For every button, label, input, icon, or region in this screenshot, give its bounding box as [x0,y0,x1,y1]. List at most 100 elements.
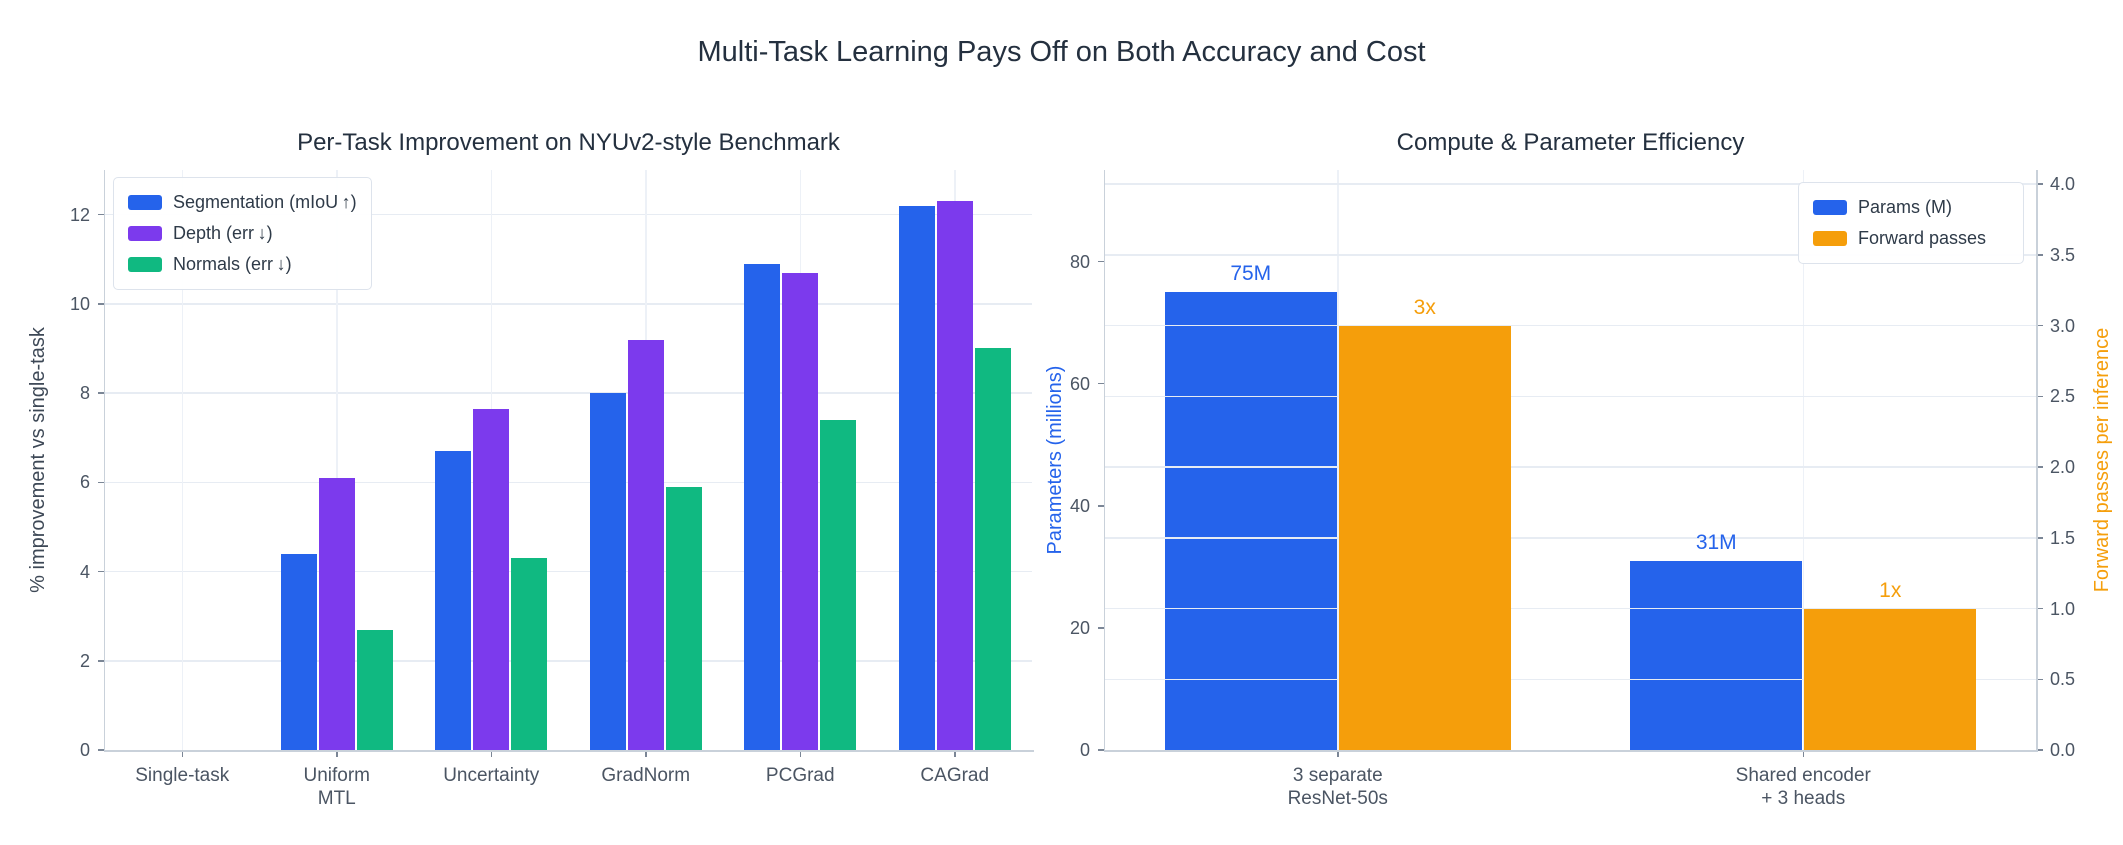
x-tick-label: Uniform MTL [303,765,370,809]
y-tick-mark [98,213,105,216]
bottom-axis-line [103,750,1034,752]
y-tick-label: 1.5 [2050,527,2076,548]
y-tick-mark [2036,537,2043,539]
y-tick-mark [2036,678,2043,681]
bar-params-2[interactable] [1630,560,1803,750]
y-tick-label: 4.0 [2050,174,2076,195]
y-tick-label: 3.5 [2050,244,2076,265]
bar-normals-pcgrad[interactable] [820,419,857,750]
y-tick-mark [2036,607,2043,610]
bar-params-1[interactable] [1164,292,1337,750]
bar-value-label-forward-passes: 1x [1879,578,1902,602]
legend-item-label: Depth (err ↓) [173,223,273,243]
h-gridline [105,481,1032,484]
bar-segmentation-uncertainty[interactable] [435,451,472,750]
legend-swatch [128,226,162,241]
y-tick-label: 12 [69,204,90,225]
bar-depth-uncertainty[interactable] [473,408,510,750]
y-tick-label: 10 [69,293,90,314]
y-tick-mark [98,392,105,394]
bar-segmentation-pcgrad[interactable] [744,263,781,750]
bar-normals-uncertainty[interactable] [511,558,548,750]
x-tick-label: PCGrad [765,765,835,786]
h-gridline [105,213,1032,216]
v-gridline [1337,170,1339,750]
right-chart-legend: Params (M) Forward passes [1798,182,2024,264]
legend-item-label: Params (M) [1858,197,1952,217]
h-gridline [1105,537,2036,539]
y-tick-label: 40 [1069,495,1090,516]
y-tick-label: 0.5 [2050,669,2076,690]
legend-item[interactable]: Segmentation (mIoU ↑) [128,187,357,218]
y-tick-label: 8 [79,383,90,404]
x-tick-label: Uncertainty [443,765,540,786]
y-tick-mark [2036,466,2043,468]
x-tick-label: GradNorm [601,765,691,786]
bar-normals-gradnorm[interactable] [665,486,702,750]
x-tick-mark [490,750,492,757]
x-tick-label: Single-task [135,765,230,786]
bar-depth-gradnorm[interactable] [627,339,664,750]
x-tick-mark [1337,750,1339,757]
legend-item[interactable]: Params (M) [1813,192,2009,223]
legend-item-label: Forward passes [1858,228,1987,248]
h-gridline [105,660,1032,662]
h-gridline [105,570,1032,573]
x-tick-mark [645,750,647,757]
legend-item[interactable]: Depth (err ↓) [128,218,357,249]
bar-segmentation-uniform[interactable] [280,553,317,750]
x-tick-mark [181,750,183,757]
left-axis-line [103,170,105,750]
h-gridline [1105,607,2036,610]
bar-normals-uniform[interactable] [356,629,393,750]
y-tick-label: 80 [1069,251,1090,272]
y-tick-mark [1098,749,1105,751]
bar-value-label-forward-passes: 3x [1413,295,1436,319]
y-tick-label: 2.0 [2050,457,2076,478]
y-tick-label: 20 [1069,617,1090,638]
x-tick-label: Shared encoder + 3 heads [1735,765,1871,809]
y-tick-mark [2036,395,2043,398]
legend-item[interactable]: Normals (err ↓) [128,249,357,280]
y-tick-label: 2 [79,650,90,671]
legend-swatch [1813,231,1847,246]
x-tick-mark [954,750,956,757]
x-tick-label: 3 separate ResNet-50s [1287,765,1388,809]
left-chart-title: Per-Task Improvement on NYUv2-style Benc… [297,129,840,156]
legend-swatch [128,257,162,272]
bar-depth-pcgrad[interactable] [782,272,819,750]
bar-segmentation-cagrad[interactable] [898,205,935,750]
y-tick-label: 60 [1069,373,1090,394]
bar-value-label-params: 75M [1230,262,1272,286]
h-gridline [1105,466,2036,468]
v-gridline [336,170,338,750]
h-gridline [1105,324,2036,327]
bar-normals-cagrad[interactable] [974,348,1011,750]
left-axis-line [1103,170,1105,750]
y-tick-mark [1098,505,1105,507]
y-tick-mark [2036,254,2043,256]
bar-value-label-params: 31M [1695,530,1737,554]
bar-depth-cagrad[interactable] [936,201,973,750]
h-gridline [1105,678,2036,681]
figure-title: Multi-Task Learning Pays Off on Both Acc… [697,36,1426,68]
y-tick-mark [1098,260,1105,263]
v-gridline [181,170,183,750]
right-axis-line [2036,170,2038,750]
x-tick-mark [799,750,801,757]
y-tick-mark [98,660,105,662]
y-tick-label: 3.0 [2050,315,2076,336]
bar-segmentation-gradnorm[interactable] [589,393,626,750]
bar-depth-uniform[interactable] [318,477,355,750]
legend-item[interactable]: Forward passes [1813,223,2009,254]
legend-swatch [128,195,162,210]
bar-forward-passes-2[interactable] [1804,608,1977,750]
legend-item-label: Normals (err ↓) [173,254,292,274]
y-tick-label: 0 [79,740,90,760]
right-chart-title: Compute & Parameter Efficiency [1396,129,1745,156]
y-tick-label: 0 [1079,740,1090,760]
y-tick-mark [1098,627,1105,629]
y-tick-mark [2036,324,2043,327]
bar-forward-passes-1[interactable] [1338,325,1511,750]
y-tick-mark [2036,749,2043,751]
